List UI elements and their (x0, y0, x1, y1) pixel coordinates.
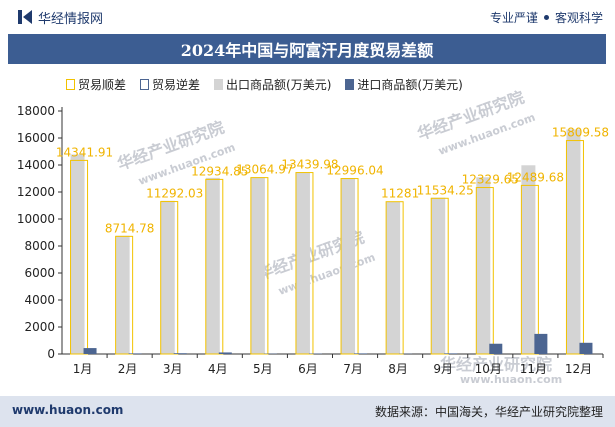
footer: www.huaon.com 数据来源：中国海关，华经产业研究院整理 (0, 396, 615, 427)
x-tick-label: 1月 (73, 362, 93, 376)
tag-professional: 专业严谨 (489, 11, 538, 25)
surplus-bar (340, 178, 359, 355)
legend-item-surplus: 贸易顺差 (66, 76, 126, 93)
export-bar (205, 177, 220, 354)
import-bar (444, 353, 458, 354)
y-tick-label: 10000 (17, 212, 55, 226)
export-bar (341, 177, 356, 354)
surplus-bar (205, 178, 224, 355)
watermark-text: 华经产业研究院 (440, 355, 552, 374)
data-label: 12934.85 (191, 164, 248, 178)
legend-swatch-deficit (140, 79, 150, 90)
data-label: 12996.04 (326, 164, 383, 178)
import-bar (173, 353, 187, 354)
data-label: 8714.78 (105, 221, 155, 235)
brand-name: 华经情报网 (38, 11, 104, 27)
import-bar (354, 353, 368, 354)
footer-source: 数据来源：中国海关，华经产业研究院整理 (374, 405, 603, 419)
header-tags: 专业严谨 客观科学 (490, 9, 603, 26)
surplus-bar (70, 159, 89, 355)
surplus-bar (520, 184, 539, 355)
x-tick-label: 5月 (253, 362, 273, 376)
y-tick-label: 18000 (17, 104, 55, 118)
x-tick-label: 12月 (565, 362, 592, 376)
data-label: 12329.65 (462, 173, 519, 187)
legend-item-exports: 出口商品额(万美元) (214, 76, 331, 93)
y-tick-label: 14000 (17, 158, 55, 172)
import-bar (579, 342, 593, 354)
export-bar (476, 177, 491, 354)
legend-swatch-imports (345, 79, 355, 90)
surplus-bar (115, 235, 134, 355)
legend-label-exports: 出口商品额(万美元) (226, 78, 332, 92)
export-bar (521, 165, 536, 354)
legend-label-deficit: 贸易逆差 (152, 78, 201, 92)
x-tick-label: 6月 (298, 362, 318, 376)
y-tick-label: 6000 (24, 266, 55, 280)
x-tick-label: 10月 (475, 362, 502, 376)
export-bar (250, 177, 265, 354)
data-label: 11281 (381, 187, 419, 201)
export-bar (160, 200, 175, 354)
legend-label-imports: 进口商品额(万美元) (357, 78, 463, 92)
data-label: 14341.91 (56, 145, 113, 159)
separator-dot-icon (543, 15, 549, 20)
y-tick-label: 0 (47, 347, 55, 361)
y-tick-label: 2000 (24, 320, 55, 334)
x-tick-label: 7月 (343, 362, 363, 376)
export-bar (566, 129, 581, 354)
surplus-bar (250, 177, 269, 355)
y-tick-label: 4000 (24, 293, 55, 307)
surplus-bar (475, 187, 494, 355)
data-label: 11292.03 (146, 187, 203, 201)
data-label: 15809.58 (552, 126, 609, 140)
chart-title: 2024年中国与阿富汗月度贸易差额 (180, 41, 434, 60)
bar-chart: 华经产业研究院 www.huaon.com 华经产业研究院 www.huaon.… (17, 88, 609, 386)
data-label: 13064.97 (236, 163, 293, 177)
surplus-bar (295, 172, 314, 355)
data-label: 11534.25 (417, 183, 474, 197)
x-tick-label: 4月 (208, 362, 228, 376)
x-tick-label: 8月 (388, 362, 408, 376)
surplus-bar (385, 201, 404, 355)
legend-item-imports: 进口商品额(万美元) (345, 76, 463, 93)
tag-objective: 客观科学 (554, 11, 603, 25)
export-bar (386, 201, 401, 354)
export-bar (295, 172, 310, 354)
footer-website-link[interactable]: www.huaon.com (12, 403, 124, 417)
export-bar (115, 235, 130, 354)
header-bar: 华经情报网 专业严谨 客观科学 (0, 0, 615, 34)
surplus-bar (565, 140, 584, 355)
x-tick-label: 9月 (433, 362, 453, 376)
import-bar (128, 353, 142, 354)
watermark: 华经产业研究院 www.huaon.com 华经产业研究院 www.huaon.… (115, 88, 562, 386)
plot-area: 0 2000 4000 6000 8000 10000 12000 14000 16000 180… (17, 104, 609, 376)
import-bar (534, 333, 548, 354)
y-tick-label: 16000 (17, 131, 55, 145)
watermark-url: www.huaon.com (460, 373, 562, 386)
title-bar: 2024年中国与阿富汗月度贸易差额 (8, 34, 606, 64)
surplus-bar (430, 197, 449, 355)
export-bar (431, 197, 446, 354)
import-bar (83, 348, 97, 354)
x-tick-label: 3月 (163, 362, 183, 376)
legend-label-surplus: 贸易顺差 (78, 78, 127, 92)
import-bar (489, 343, 503, 354)
x-tick-label: 11月 (520, 362, 547, 376)
legend-item-deficit: 贸易逆差 (140, 76, 200, 93)
surplus-bar (160, 201, 179, 355)
y-tick-label: 8000 (24, 239, 55, 253)
data-label: 12489.68 (507, 170, 564, 184)
x-tick-label: 2月 (118, 362, 138, 376)
import-bar (218, 352, 232, 354)
logo-icon (18, 10, 32, 24)
brand[interactable]: 华经情报网 (18, 8, 103, 27)
legend-swatch-surplus (66, 79, 75, 90)
export-bar (70, 154, 85, 354)
legend-swatch-exports (214, 79, 224, 90)
data-label: 13439.98 (281, 158, 338, 172)
y-tick-label: 12000 (17, 185, 55, 199)
chart-legend: 贸易顺差 贸易逆差 出口商品额(万美元) 进口商品额(万美元) (66, 76, 463, 93)
